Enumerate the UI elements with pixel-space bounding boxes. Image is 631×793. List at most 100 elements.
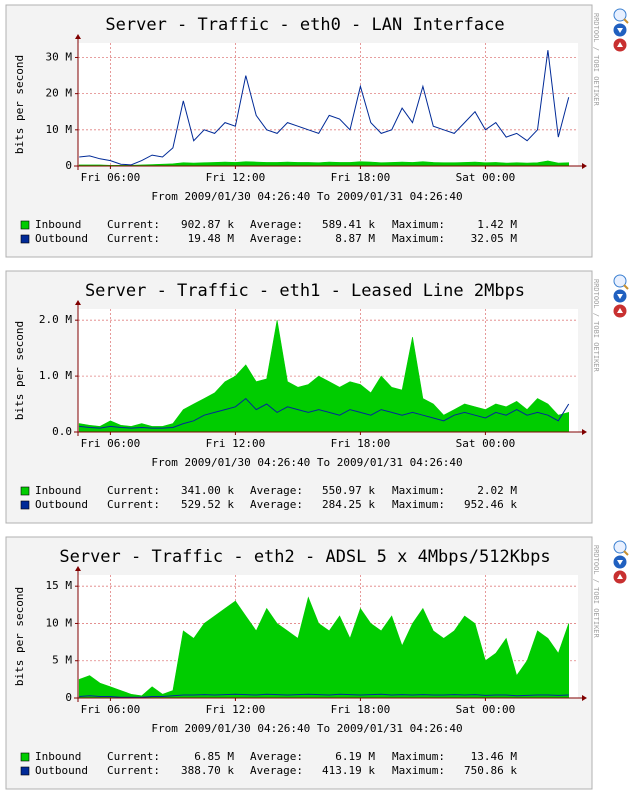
move-down-icon[interactable] xyxy=(613,555,627,569)
zoom-icon[interactable] xyxy=(613,8,629,24)
legend-stat-value: 952.46 k xyxy=(464,498,517,511)
legend-stat-label: Current: xyxy=(107,750,160,763)
zoom-icon[interactable] xyxy=(613,540,629,556)
legend-stat-label: Average: xyxy=(250,750,303,763)
move-down-icon[interactable] xyxy=(613,289,627,303)
legend-swatch xyxy=(20,220,30,230)
legend-stat-label: Maximum: xyxy=(392,750,445,763)
x-tick-label: Fri 06:00 xyxy=(81,437,141,450)
y-tick-label: 10 M xyxy=(46,123,73,136)
time-range: From 2009/01/30 04:26:40 To 2009/01/31 0… xyxy=(151,456,462,469)
legend-stat-value: 341.00 k xyxy=(181,484,234,497)
time-range: From 2009/01/30 04:26:40 To 2009/01/31 0… xyxy=(151,190,462,203)
legend-name: Outbound xyxy=(35,232,88,245)
watermark: RRDTOOL / TOBI OETIKER xyxy=(592,545,600,639)
legend-stat-label: Average: xyxy=(250,232,303,245)
legend-stat-label: Current: xyxy=(107,218,160,231)
series-area xyxy=(78,320,569,433)
move-up-icon-arrow[interactable] xyxy=(617,42,623,47)
zoom-icon-circle[interactable] xyxy=(613,274,627,288)
zoom-icon-circle[interactable] xyxy=(613,8,627,22)
move-down-icon[interactable] xyxy=(613,23,627,37)
x-tick-label: Fri 18:00 xyxy=(331,437,391,450)
legend-stat-label: Average: xyxy=(250,484,303,497)
y-axis-label: bits per second xyxy=(13,321,26,420)
legend-stat-value: 2.02 M xyxy=(477,484,517,497)
move-down-icon-arrow[interactable] xyxy=(617,28,623,33)
legend-swatch xyxy=(20,234,30,244)
graph-panel: Server - Traffic - eth2 - ADSL 5 x 4Mbps… xyxy=(5,536,629,790)
move-down-icon-arrow[interactable] xyxy=(617,294,623,299)
y-tick-label: 15 M xyxy=(46,579,73,592)
series-line xyxy=(79,50,570,166)
legend-stat-value: 8.87 M xyxy=(335,232,375,245)
y-tick-label: 0 xyxy=(65,159,72,172)
legend-stat-label: Maximum: xyxy=(392,232,445,245)
legend-stat-value: 284.25 k xyxy=(322,498,375,511)
y-tick-label: 20 M xyxy=(46,87,73,100)
watermark: RRDTOOL / TOBI OETIKER xyxy=(592,13,600,107)
legend-stat-value: 6.85 M xyxy=(194,750,234,763)
zoom-icon-handle[interactable] xyxy=(623,18,629,24)
legend-swatch xyxy=(20,486,30,496)
y-axis-label: bits per second xyxy=(13,55,26,154)
y-tick-label: 0 xyxy=(65,691,72,704)
legend-stat-value: 1.42 M xyxy=(477,218,517,231)
time-range: From 2009/01/30 04:26:40 To 2009/01/31 0… xyxy=(151,722,462,735)
y-tick-label: 1.0 M xyxy=(39,369,72,382)
x-tick-label: Sat 00:00 xyxy=(456,437,516,450)
graph-panel: Server - Traffic - eth0 - LAN Interface R… xyxy=(5,4,629,258)
move-up-icon-arrow[interactable] xyxy=(617,574,623,579)
move-up-icon[interactable] xyxy=(613,304,627,318)
legend-name: Inbound xyxy=(35,218,81,231)
legend-stat-value: 19.48 M xyxy=(188,232,235,245)
legend-name: Inbound xyxy=(35,750,81,763)
series-area xyxy=(78,596,569,699)
legend-swatch xyxy=(20,752,30,762)
legend-stat-label: Maximum: xyxy=(392,764,445,777)
x-tick-label: Sat 00:00 xyxy=(456,703,516,716)
x-axis-arrow xyxy=(582,163,587,169)
legend-stat-label: Average: xyxy=(250,498,303,511)
chart-title: Server - Traffic - eth1 - Leased Line 2M… xyxy=(85,281,525,301)
move-up-icon[interactable] xyxy=(613,570,627,584)
legend-stat-label: Current: xyxy=(107,498,160,511)
legend-stat-value: 32.05 M xyxy=(471,232,518,245)
move-down-icon-arrow[interactable] xyxy=(617,560,623,565)
zoom-icon-circle[interactable] xyxy=(613,540,627,554)
y-tick-label: 0.0 xyxy=(52,425,72,438)
legend-stat-value: 902.87 k xyxy=(181,218,234,231)
x-tick-label: Fri 12:00 xyxy=(206,171,266,184)
legend-stat-value: 529.52 k xyxy=(181,498,234,511)
zoom-icon-handle[interactable] xyxy=(623,284,629,290)
x-tick-label: Fri 18:00 xyxy=(331,703,391,716)
y-axis-arrow xyxy=(75,566,81,571)
zoom-icon-handle[interactable] xyxy=(623,550,629,556)
legend-name: Inbound xyxy=(35,484,81,497)
zoom-icon[interactable] xyxy=(613,274,629,290)
x-axis-arrow xyxy=(582,429,587,435)
x-tick-label: Fri 18:00 xyxy=(331,171,391,184)
move-up-icon[interactable] xyxy=(613,38,627,52)
y-tick-label: 2.0 M xyxy=(39,313,72,326)
y-tick-label: 5 M xyxy=(52,654,72,667)
move-up-icon-arrow[interactable] xyxy=(617,308,623,313)
watermark: RRDTOOL / TOBI OETIKER xyxy=(592,279,600,373)
legend-stat-label: Average: xyxy=(250,764,303,777)
x-tick-label: Sat 00:00 xyxy=(456,171,516,184)
legend-stat-label: Maximum: xyxy=(392,484,445,497)
legend-swatch xyxy=(20,766,30,776)
legend-swatch xyxy=(20,500,30,510)
legend-name: Outbound xyxy=(35,764,88,777)
chart-title: Server - Traffic - eth2 - ADSL 5 x 4Mbps… xyxy=(59,547,550,567)
graph-panel: Server - Traffic - eth1 - Leased Line 2M… xyxy=(5,270,629,524)
series-area xyxy=(78,160,569,167)
y-axis-arrow xyxy=(75,300,81,305)
x-tick-label: Fri 06:00 xyxy=(81,171,141,184)
legend-stat-label: Current: xyxy=(107,484,160,497)
series-line xyxy=(79,693,569,698)
legend-stat-label: Maximum: xyxy=(392,218,445,231)
legend-stat-label: Current: xyxy=(107,232,160,245)
y-axis-arrow xyxy=(75,34,81,39)
